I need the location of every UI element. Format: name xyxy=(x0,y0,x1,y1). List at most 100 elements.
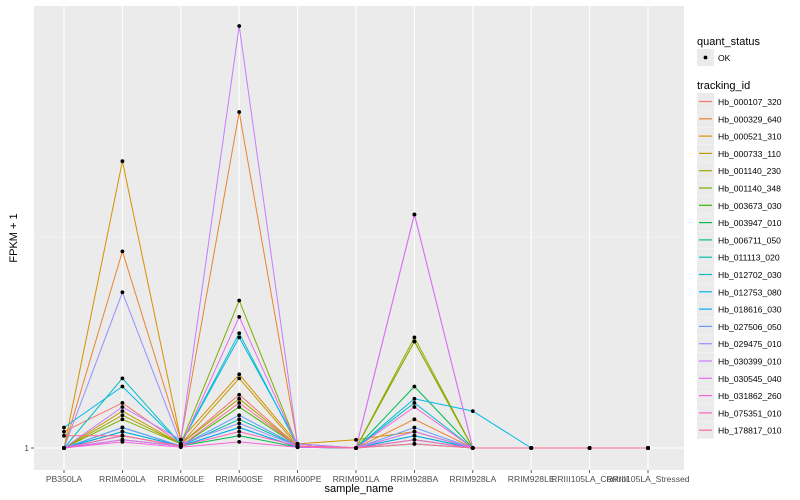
x-axis-title: sample_name xyxy=(324,483,393,495)
data-point xyxy=(470,409,475,414)
data-points xyxy=(62,24,650,450)
legend-ok-point xyxy=(703,55,708,60)
data-point xyxy=(587,446,592,450)
legend: quant_status tracking_id OK Hb_000107_320… xyxy=(697,36,782,439)
data-point xyxy=(412,339,417,344)
y-tick-label: 1 xyxy=(24,443,29,453)
data-point xyxy=(470,446,475,450)
data-point xyxy=(120,290,125,295)
legend-label: Hb_029475_010 xyxy=(718,339,782,349)
data-point xyxy=(62,425,66,430)
legend-label: Hb_018616_030 xyxy=(718,305,782,315)
data-point xyxy=(178,444,183,448)
legend-label: Hb_003947_010 xyxy=(718,218,782,228)
x-tick-label: RRIM901LA xyxy=(333,474,380,484)
data-point xyxy=(120,405,125,409)
data-point xyxy=(237,439,242,444)
legend-label: Hb_027506_050 xyxy=(718,322,782,332)
legend-label: Hb_003673_030 xyxy=(718,201,782,211)
data-point xyxy=(412,425,417,430)
data-point xyxy=(354,437,358,442)
data-point xyxy=(237,314,242,319)
x-tick-label: RRIM600LA xyxy=(99,474,146,484)
legend-label: Hb_012702_030 xyxy=(718,270,782,280)
data-point xyxy=(237,425,242,430)
legend-label: Hb_030399_010 xyxy=(718,357,782,367)
legend-label: Hb_001140_230 xyxy=(718,166,781,176)
data-point xyxy=(412,212,417,217)
x-axis: PB350LA RRIM600LA RRIM600LE RRIM600SE RRIM60… xyxy=(46,470,690,484)
data-point xyxy=(120,429,125,434)
data-point xyxy=(120,376,125,381)
data-point xyxy=(295,444,300,448)
plot-panel xyxy=(34,6,684,470)
data-point xyxy=(237,429,242,434)
data-point xyxy=(237,24,242,28)
data-point xyxy=(120,409,125,414)
legend-label: Hb_012753_080 xyxy=(718,287,782,297)
data-point xyxy=(237,433,242,438)
data-point xyxy=(412,429,417,434)
data-point xyxy=(412,396,417,401)
legend-label: Hb_000733_110 xyxy=(718,149,781,159)
data-point xyxy=(237,331,242,336)
grid-lines xyxy=(34,6,684,470)
x-tick-label: RRIM600SE xyxy=(215,474,263,484)
data-point xyxy=(237,110,242,114)
legend-shape-title: quant_status xyxy=(697,36,760,48)
data-point xyxy=(62,433,66,438)
legend-label: Hb_030545_040 xyxy=(718,374,782,384)
legend-label: Hb_000521_310 xyxy=(718,132,782,142)
legend-label: Hb_031862_260 xyxy=(718,391,782,401)
data-point xyxy=(237,372,242,377)
data-point xyxy=(237,417,242,422)
data-point xyxy=(120,439,125,444)
data-point xyxy=(62,446,66,450)
data-point xyxy=(120,249,125,254)
data-point xyxy=(62,429,66,434)
legend-label: Hb_001140_348 xyxy=(718,184,781,194)
legend-shape-label: OK xyxy=(718,53,731,63)
x-tick-label: RRIM928LE xyxy=(508,474,555,484)
data-point xyxy=(237,421,242,426)
x-tick-label: RRIM600LE xyxy=(157,474,204,484)
data-point xyxy=(120,417,125,422)
x-tick-label: RRIM600PE xyxy=(274,474,322,484)
data-point xyxy=(237,392,242,397)
y-axis: 1 xyxy=(24,443,34,453)
legend-label: Hb_178817_010 xyxy=(718,426,782,436)
x-tick-label: RRIII105LA_Stressed xyxy=(606,474,689,484)
legend-label: Hb_011113_020 xyxy=(718,253,780,263)
data-point xyxy=(178,437,183,442)
data-point xyxy=(120,159,125,164)
data-point xyxy=(237,298,242,303)
data-point xyxy=(354,446,358,450)
data-point xyxy=(237,413,242,418)
legend-label: Hb_075351_010 xyxy=(718,408,782,418)
data-point xyxy=(237,401,242,405)
legend-label: Hb_000107_320 xyxy=(718,97,782,107)
legend-label: Hb_000329_640 xyxy=(718,114,782,124)
data-point xyxy=(412,433,417,438)
data-point xyxy=(412,442,417,446)
y-axis-title: FPKM + 1 xyxy=(8,213,20,262)
data-point xyxy=(412,384,417,389)
data-point xyxy=(646,446,650,450)
data-point xyxy=(237,405,242,409)
x-tick-label: RRIM928LA xyxy=(449,474,496,484)
data-point xyxy=(237,396,242,401)
x-tick-label: PB350LA xyxy=(46,474,83,484)
data-point xyxy=(529,446,534,450)
x-tick-label: RRIM928BA xyxy=(391,474,439,484)
data-point xyxy=(120,401,125,405)
data-point xyxy=(120,433,125,438)
data-point xyxy=(412,401,417,405)
data-point xyxy=(120,425,125,430)
data-point xyxy=(237,335,242,340)
data-point xyxy=(412,437,417,442)
data-point xyxy=(412,405,417,409)
data-point xyxy=(412,417,417,422)
data-point xyxy=(237,376,242,381)
data-point xyxy=(412,335,417,340)
